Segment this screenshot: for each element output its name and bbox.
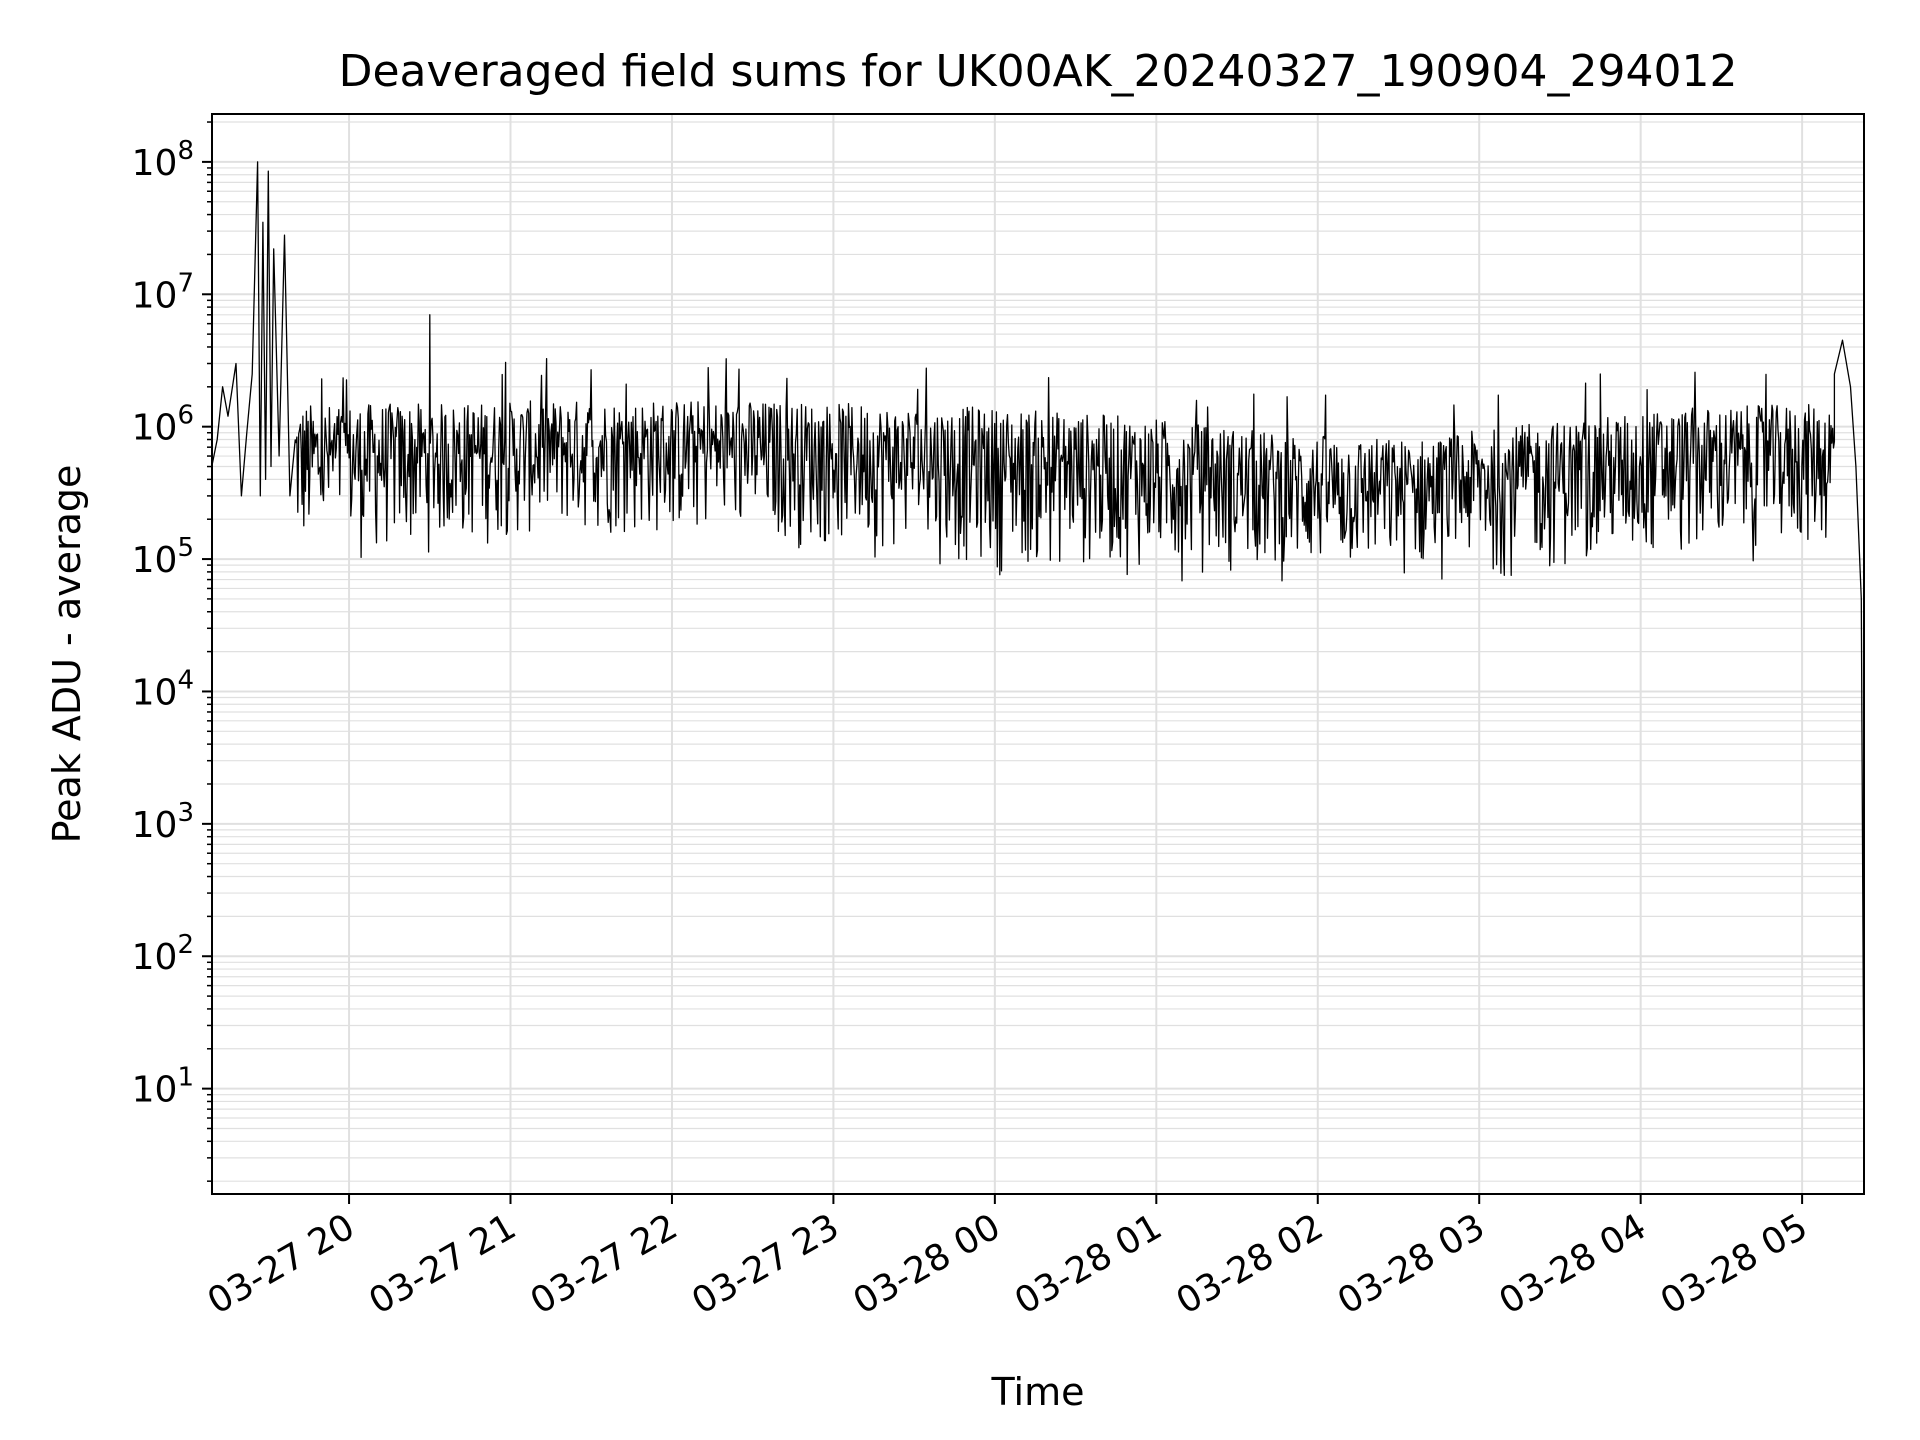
- y-axis: 101 102 103 104 105 106 107 108: [132, 121, 212, 1182]
- y-tick-label: 108: [132, 136, 194, 184]
- y-tick-label: 106: [132, 401, 194, 449]
- grid: [212, 114, 1864, 1194]
- x-axis-label: Time: [991, 1370, 1085, 1414]
- y-tick-label: 101: [132, 1063, 194, 1111]
- y-tick-label: 107: [132, 268, 194, 316]
- series-line: [211, 161, 1865, 1142]
- chart-title: Deaveraged field sums for UK00AK_2024032…: [339, 46, 1738, 97]
- plot-frame: [211, 113, 1865, 1195]
- y-axis-label: Peak ADU - average: [45, 465, 89, 844]
- series-layer: [211, 161, 1865, 1142]
- y-tick-label: 104: [132, 665, 194, 713]
- y-tick-label: 102: [132, 930, 194, 978]
- y-tick-label: 103: [132, 798, 194, 846]
- y-tick-label: 105: [132, 533, 194, 581]
